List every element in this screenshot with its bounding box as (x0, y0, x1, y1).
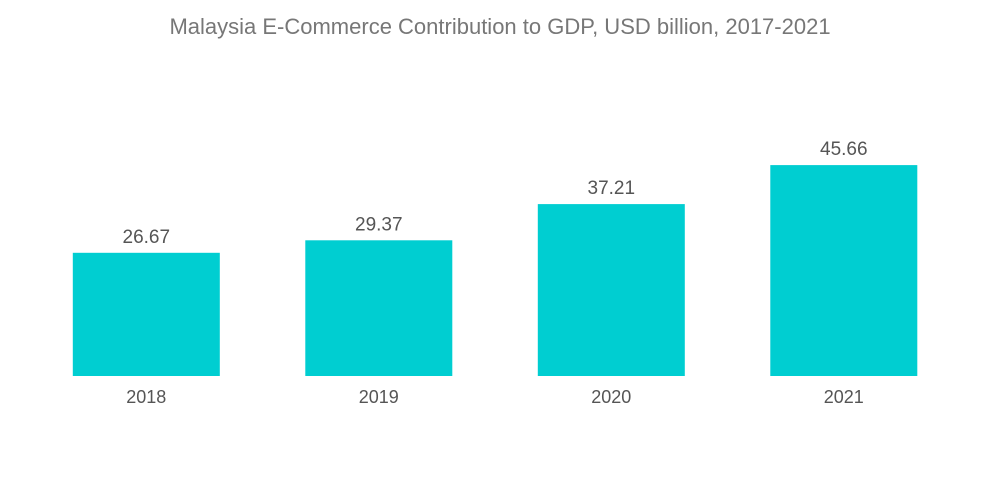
x-tick-label-2020: 2020 (591, 387, 631, 407)
data-label-2021: 45.66 (820, 139, 868, 160)
data-label-2018: 26.67 (123, 227, 171, 248)
data-label-2020: 37.21 (588, 178, 636, 199)
x-tick-label-2018: 2018 (126, 387, 166, 407)
x-tick-label-2019: 2019 (359, 387, 399, 407)
chart-title: Malaysia E-Commerce Contribution to GDP,… (169, 14, 831, 39)
bar-2021 (770, 165, 918, 376)
bar-2019 (305, 240, 453, 376)
bar-2020 (537, 204, 685, 376)
bar-2018 (72, 252, 220, 376)
value-labels-layer: 26.67 29.37 37.21 45.66 (123, 139, 868, 248)
x-tick-labels-layer: 2018 2019 2020 2021 (126, 387, 864, 407)
data-label-2019: 29.37 (355, 214, 403, 235)
bars-layer (72, 165, 918, 376)
x-tick-label-2021: 2021 (824, 387, 864, 407)
